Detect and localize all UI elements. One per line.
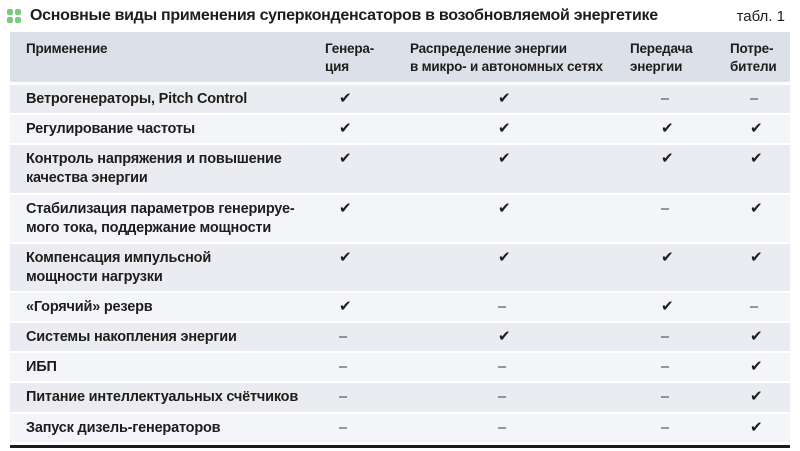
check-mark: ✔: [750, 199, 763, 217]
application-name: Системы накопления энергии: [26, 329, 237, 346]
check-mark: ✔: [750, 120, 763, 138]
green-dots-icon: [7, 9, 21, 23]
check-mark: ✔: [750, 328, 763, 346]
table-row: Системы накопления энергии – ✔ – ✔: [10, 323, 790, 352]
check-mark: ✔: [498, 90, 511, 107]
column-header-distribution: Распределение энергии в микро- и автоном…: [410, 41, 603, 74]
check-mark: ✔: [750, 388, 763, 406]
application-name: «Горячий» резерв: [26, 299, 153, 315]
application-name: Питание интеллектуальных счётчиков: [26, 389, 299, 406]
dash-mark: –: [750, 299, 759, 315]
dash-mark: –: [661, 329, 670, 346]
table-row: Контроль напряжения и повышение качества…: [10, 145, 790, 193]
check-mark: ✔: [498, 328, 511, 346]
table-row: Регулирование частоты ✔ ✔ ✔ ✔: [10, 115, 790, 144]
column-header-consumers: Потре- бители: [730, 41, 777, 74]
check-mark: ✔: [661, 150, 674, 168]
table-header-row: Применение Генера- ция Распределение эне…: [10, 32, 790, 82]
check-mark: ✔: [498, 248, 511, 266]
dash-mark: –: [339, 419, 348, 436]
dash-mark: –: [661, 359, 670, 376]
table-row: Питание интеллектуальных счётчиков – – – ✔: [10, 383, 790, 412]
title-bar: Основные виды применения суперконденсато…: [0, 0, 800, 30]
check-mark: ✔: [498, 150, 511, 168]
application-name: Регулирование частоты: [26, 121, 195, 138]
dash-mark: –: [498, 299, 507, 315]
dash-mark: –: [750, 91, 759, 107]
check-mark: ✔: [498, 199, 511, 217]
check-mark: ✔: [750, 248, 763, 266]
dash-mark: –: [339, 389, 348, 406]
table-row: Стабилизация параметров генерируе- мого …: [10, 194, 790, 242]
check-mark: ✔: [498, 120, 511, 138]
table-row: ИБП – – – ✔: [10, 353, 790, 382]
check-mark: ✔: [339, 150, 352, 168]
application-name: Стабилизация параметров генерируе- мого …: [26, 200, 295, 236]
check-mark: ✔: [661, 298, 674, 315]
check-mark: ✔: [339, 298, 352, 315]
application-name: Контроль напряжения и повышение качества…: [26, 151, 282, 187]
check-mark: ✔: [750, 150, 763, 168]
table-row: «Горячий» резерв ✔ – ✔ –: [10, 293, 790, 322]
table-row: Компенсация импульсной мощности нагрузки…: [10, 243, 790, 291]
dash-mark: –: [661, 419, 670, 436]
table-row: Запуск дизель-генераторов – – – ✔: [10, 413, 790, 442]
dash-mark: –: [498, 359, 507, 376]
dash-mark: –: [498, 419, 507, 436]
table-body: Ветрогенераторы, Pitch Control ✔ ✔ – – Регули…: [10, 85, 790, 442]
dash-mark: –: [339, 329, 348, 346]
check-mark: ✔: [339, 248, 352, 266]
check-mark: ✔: [661, 248, 674, 266]
check-mark: ✔: [339, 199, 352, 217]
page-title: Основные виды применения суперконденсато…: [30, 7, 658, 24]
application-name: Запуск дизель-генераторов: [26, 419, 221, 436]
column-header-application: Применение: [26, 41, 108, 56]
application-name: Ветрогенераторы, Pitch Control: [26, 91, 248, 107]
dash-mark: –: [661, 389, 670, 406]
check-mark: ✔: [750, 358, 763, 376]
table-row: Ветрогенераторы, Pitch Control ✔ ✔ – –: [10, 85, 790, 114]
column-header-transmission: Передача энергии: [630, 41, 693, 74]
check-mark: ✔: [661, 120, 674, 138]
application-name: ИБП: [26, 359, 57, 376]
column-header-generation: Генера- ция: [325, 41, 374, 74]
applications-table: Применение Генера- ция Распределение эне…: [10, 32, 790, 442]
check-mark: ✔: [339, 120, 352, 138]
check-mark: ✔: [339, 90, 352, 107]
dash-mark: –: [339, 359, 348, 376]
dash-mark: –: [661, 200, 670, 217]
dash-mark: –: [498, 389, 507, 406]
check-mark: ✔: [750, 418, 763, 436]
dash-mark: –: [661, 91, 670, 107]
application-name: Компенсация импульсной мощности нагрузки: [26, 249, 212, 285]
table-number-label: табл. 1: [736, 7, 785, 25]
bottom-rule: [10, 444, 790, 448]
